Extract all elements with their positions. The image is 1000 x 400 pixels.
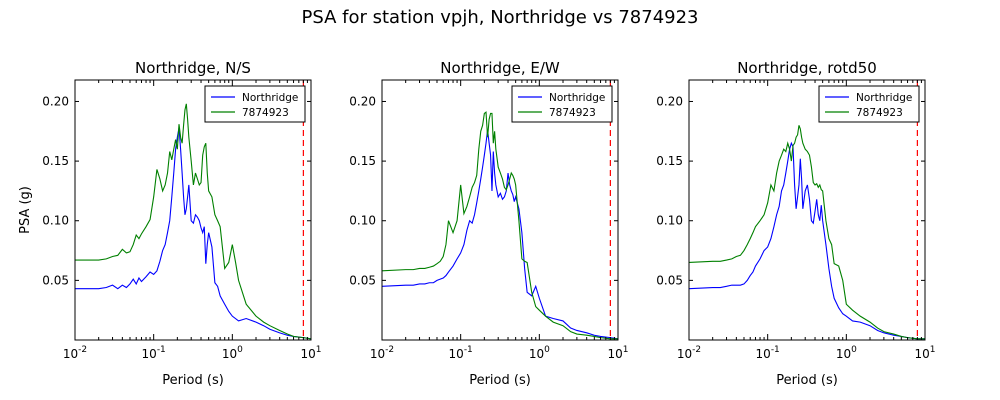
chart-panel-1: 0.05 0.10 0.15 0.20 10-2 10-1 100 101 Northridge… bbox=[18, 59, 322, 388]
legend: Northridge 7874923 bbox=[204, 85, 306, 123]
x-axis-label: Period (s) bbox=[469, 373, 531, 388]
y-tick-label: 0.20 bbox=[42, 94, 69, 108]
x-tick-label: 101 bbox=[300, 345, 321, 361]
axes-frame bbox=[381, 79, 619, 341]
legend-label: 7874923 bbox=[549, 107, 596, 119]
x-tick-label: 101 bbox=[914, 345, 935, 361]
series-line-northridge bbox=[689, 141, 925, 340]
x-axis-label: Period (s) bbox=[776, 373, 838, 388]
chart-panel-3: 0.05 0.10 0.15 0.20 10-2 10-1 100 101 Northridge… bbox=[656, 59, 935, 388]
x-tick-label: 10-2 bbox=[370, 345, 394, 361]
panel-title: Northridge, N/S bbox=[135, 59, 251, 77]
axes-frame bbox=[74, 79, 312, 341]
legend-label: Northridge bbox=[242, 92, 298, 104]
legend-label: 7874923 bbox=[242, 107, 289, 119]
legend-box bbox=[818, 85, 920, 123]
x-tick-label: 100 bbox=[222, 345, 243, 361]
y-tick-label: 0.15 bbox=[349, 154, 376, 168]
series-line-sim bbox=[382, 111, 618, 340]
x-tick-label: 10-1 bbox=[449, 345, 473, 361]
y-tick-label: 0.05 bbox=[349, 273, 376, 287]
panel-title: Northridge, E/W bbox=[440, 59, 560, 77]
figure-title: PSA for station vpjh, Northridge vs 7874… bbox=[301, 7, 698, 28]
panel-title: Northridge, rotd50 bbox=[737, 59, 877, 77]
series-line-northridge bbox=[75, 127, 311, 340]
x-tick-label: 10-1 bbox=[142, 345, 166, 361]
axes-frame bbox=[688, 79, 926, 341]
chart-panel-2: 0.05 0.10 0.15 0.20 10-2 10-1 100 101 Northridge… bbox=[349, 59, 628, 388]
legend: Northridge 7874923 bbox=[818, 85, 920, 123]
legend-box bbox=[204, 85, 306, 123]
x-tick-label: 101 bbox=[607, 345, 628, 361]
x-tick-label: 100 bbox=[529, 345, 550, 361]
x-tick-label: 10-2 bbox=[677, 345, 701, 361]
x-axis-label: Period (s) bbox=[162, 373, 224, 388]
y-tick-label: 0.15 bbox=[42, 154, 69, 168]
series-line-sim bbox=[75, 103, 311, 340]
x-tick-label: 10-2 bbox=[63, 345, 87, 361]
series-line-sim bbox=[689, 125, 925, 340]
y-tick-label: 0.05 bbox=[42, 273, 69, 287]
y-tick-label: 0.10 bbox=[656, 214, 683, 228]
y-axis-label: PSA (g) bbox=[18, 186, 33, 234]
legend-label: Northridge bbox=[549, 92, 605, 104]
y-tick-label: 0.05 bbox=[656, 273, 683, 287]
y-tick-label: 0.10 bbox=[42, 214, 69, 228]
legend-label: 7874923 bbox=[856, 107, 903, 119]
y-tick-label: 0.20 bbox=[349, 94, 376, 108]
y-tick-label: 0.20 bbox=[656, 94, 683, 108]
x-tick-label: 10-1 bbox=[756, 345, 780, 361]
y-tick-label: 0.15 bbox=[656, 154, 683, 168]
legend-box bbox=[511, 85, 613, 123]
x-tick-label: 100 bbox=[836, 345, 857, 361]
y-tick-label: 0.10 bbox=[349, 214, 376, 228]
legend: Northridge 7874923 bbox=[511, 85, 613, 123]
legend-label: Northridge bbox=[856, 92, 912, 104]
series-line-northridge bbox=[382, 130, 618, 340]
